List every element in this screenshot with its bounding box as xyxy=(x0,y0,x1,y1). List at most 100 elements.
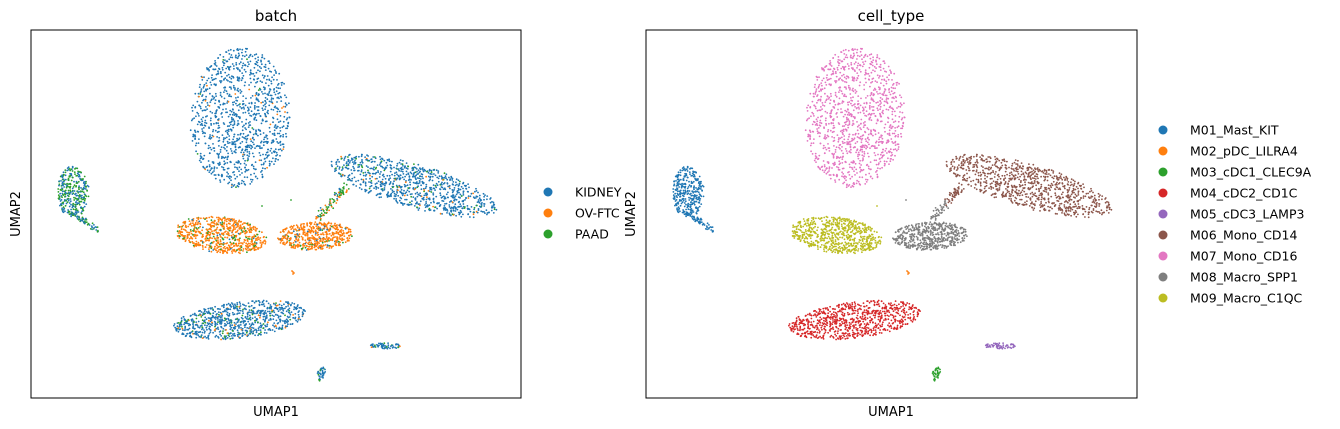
batch-point xyxy=(271,133,274,135)
batch-point xyxy=(218,136,221,139)
batch-point xyxy=(241,58,243,60)
batch-point xyxy=(183,235,186,238)
batch-point xyxy=(198,326,201,329)
batch-point xyxy=(263,138,265,141)
batch-point xyxy=(228,135,231,137)
batch-point xyxy=(60,199,63,201)
batch-point xyxy=(317,370,319,373)
batch-point xyxy=(281,107,283,109)
batch-point xyxy=(201,101,203,104)
batch-point xyxy=(235,113,238,116)
batch-point xyxy=(228,321,231,324)
cell-type-point xyxy=(857,100,859,102)
batch-point xyxy=(208,216,211,219)
batch-point xyxy=(428,198,431,201)
batch-point xyxy=(184,328,187,330)
batch-point xyxy=(448,176,450,179)
batch-point xyxy=(374,183,377,185)
batch-point xyxy=(456,191,459,194)
batch-point xyxy=(426,170,428,173)
batch-point xyxy=(226,171,229,174)
batch-point xyxy=(239,48,241,51)
batch-point xyxy=(78,200,81,203)
batch-point xyxy=(236,76,239,79)
batch-point xyxy=(248,229,250,232)
batch-point xyxy=(373,166,375,169)
batch-point xyxy=(200,334,203,336)
batch-point xyxy=(180,228,183,230)
batch-point xyxy=(323,244,325,247)
batch-point xyxy=(251,178,254,181)
batch-point xyxy=(231,335,233,337)
batch-point xyxy=(435,169,438,172)
batch-point xyxy=(195,243,198,246)
batch-point xyxy=(230,302,233,304)
batch-point xyxy=(268,78,271,81)
batch-point xyxy=(440,175,443,178)
batch-point xyxy=(272,97,275,100)
batch-point xyxy=(210,117,212,120)
batch-point xyxy=(237,185,240,188)
cell-type-point xyxy=(883,160,886,163)
batch-point xyxy=(351,235,353,238)
batch-point xyxy=(262,132,265,134)
batch-point xyxy=(201,337,204,339)
batch-point xyxy=(357,166,359,169)
batch-point xyxy=(278,110,281,113)
cell-type-point xyxy=(843,135,846,137)
batch-point xyxy=(382,183,384,186)
batch-point xyxy=(243,227,246,230)
batch-point xyxy=(67,199,70,202)
batch-point xyxy=(314,244,317,247)
batch-point xyxy=(351,177,354,180)
batch-point xyxy=(320,212,323,215)
batch-point xyxy=(275,154,277,157)
batch-point xyxy=(418,207,421,210)
batch-point xyxy=(85,203,88,206)
batch-point xyxy=(244,149,247,152)
batch-point xyxy=(290,303,292,306)
batch-point xyxy=(458,205,460,208)
batch-point xyxy=(284,102,287,105)
batch-point xyxy=(177,322,180,324)
batch-point xyxy=(241,48,244,51)
batch-point xyxy=(274,313,277,316)
batch-point xyxy=(285,318,288,321)
batch-point xyxy=(253,54,256,56)
batch-point xyxy=(201,244,204,247)
batch-point xyxy=(222,140,225,143)
batch-point xyxy=(475,197,477,199)
batch-point xyxy=(317,247,320,250)
batch-point xyxy=(188,239,190,242)
batch-point xyxy=(426,196,428,199)
batch-point xyxy=(243,238,246,241)
batch-point xyxy=(379,155,381,158)
batch-point xyxy=(273,311,276,314)
batch-point xyxy=(272,150,275,153)
batch-point xyxy=(251,95,254,97)
batch-point xyxy=(199,93,202,95)
batch-point xyxy=(399,345,401,348)
batch-point xyxy=(221,332,224,335)
batch-point xyxy=(76,182,79,184)
batch-point xyxy=(493,206,496,209)
batch-point xyxy=(383,188,386,191)
batch-point xyxy=(211,237,214,240)
batch-point xyxy=(250,324,253,327)
batch-point xyxy=(239,106,242,108)
batch-point xyxy=(231,183,233,186)
batch-point xyxy=(332,226,335,229)
batch-point xyxy=(477,199,480,201)
cell-type-point xyxy=(851,104,854,107)
batch-point xyxy=(319,219,322,221)
batch-point xyxy=(305,249,308,251)
batch-point xyxy=(362,180,365,183)
batch-point xyxy=(264,153,267,156)
batch-point xyxy=(430,191,433,193)
batch-point xyxy=(206,322,209,324)
batch-point xyxy=(197,92,200,95)
batch-point xyxy=(58,180,61,183)
batch-point xyxy=(402,159,404,162)
cell-type-point xyxy=(889,158,892,160)
batch-point xyxy=(248,309,251,311)
